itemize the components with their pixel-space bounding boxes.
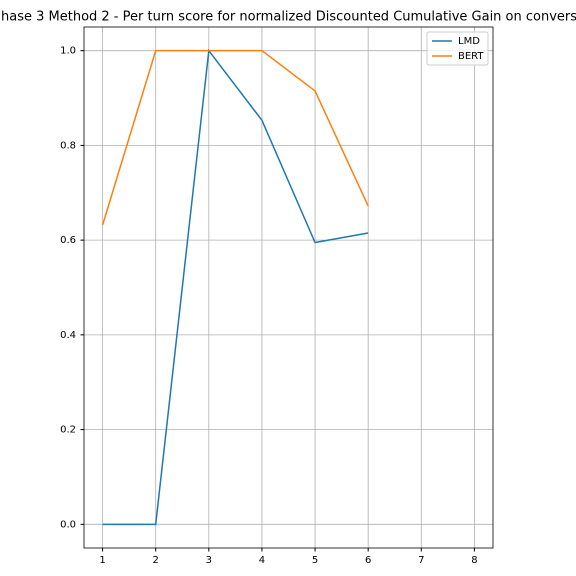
x-tick-label: 3 bbox=[206, 555, 212, 566]
plot-frame bbox=[83, 26, 494, 549]
x-tick-label: 5 bbox=[312, 555, 318, 566]
y-tick-label: 0.4 bbox=[60, 330, 76, 341]
x-tick-label: 8 bbox=[471, 555, 477, 566]
legend-label: LMD bbox=[458, 36, 480, 47]
series-line bbox=[102, 48, 369, 526]
x-tick-label: 6 bbox=[365, 555, 371, 566]
series-line bbox=[101, 49, 369, 226]
y-tick-label: 0.6 bbox=[60, 235, 76, 246]
x-tick-label: 1 bbox=[99, 555, 105, 566]
y-tick-label: 1.0 bbox=[60, 46, 76, 57]
legend: LMD BERT bbox=[426, 31, 489, 66]
chart-title: hase 3 Method 2 - Per turn score for nor… bbox=[1, 10, 576, 25]
x-tick-label: 2 bbox=[153, 555, 159, 566]
y-tick-label: 0.0 bbox=[60, 519, 76, 530]
x-tick-label: 7 bbox=[418, 555, 424, 566]
y-tick-label: 0.8 bbox=[60, 140, 76, 151]
legend-label: BERT bbox=[458, 51, 484, 62]
x-tick-label: 4 bbox=[259, 555, 265, 566]
y-tick-label: 0.2 bbox=[60, 425, 76, 436]
